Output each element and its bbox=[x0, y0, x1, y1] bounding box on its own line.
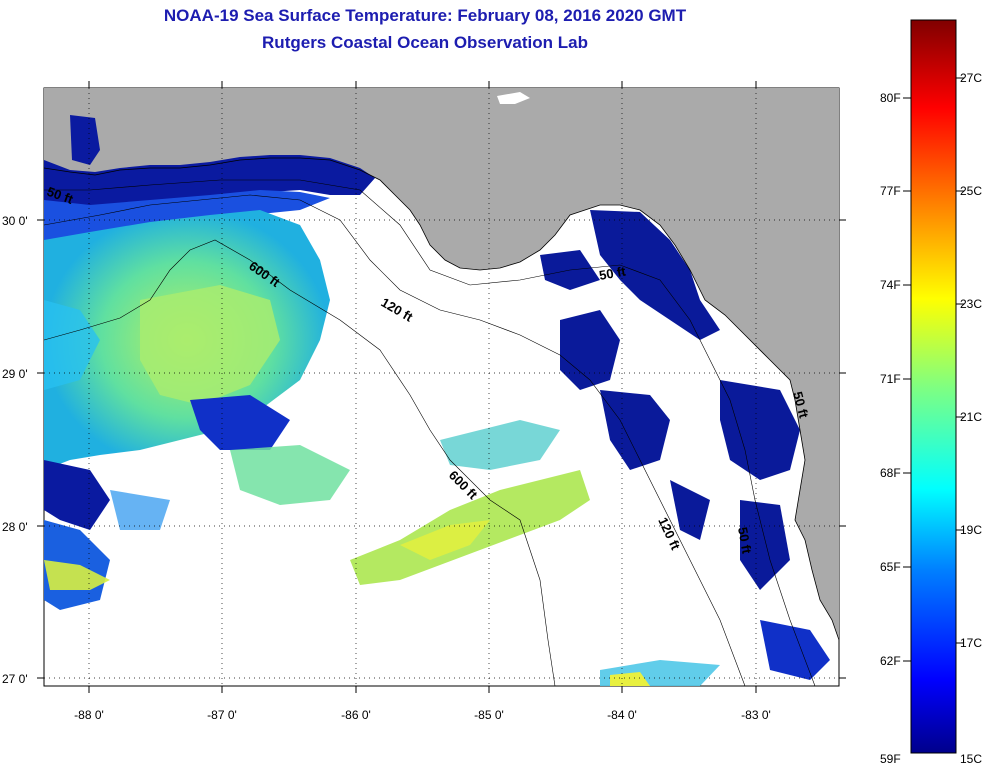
lat-label: 29 0' bbox=[2, 367, 28, 381]
colorbar-f-label: 77F bbox=[880, 184, 901, 198]
colorbar-f-label: 65F bbox=[880, 560, 901, 574]
contour-label: 50 ft bbox=[735, 526, 755, 556]
contour-50ft bbox=[44, 179, 816, 687]
contour-120ft bbox=[43, 194, 746, 687]
contour-label: 50 ft bbox=[790, 390, 812, 420]
colorbar-f-label: 71F bbox=[880, 372, 901, 386]
colorbar-c-label: 25C bbox=[960, 184, 982, 198]
colorbar-f-label: 59F bbox=[880, 752, 901, 766]
lat-label: 30 0' bbox=[2, 214, 28, 228]
lon-label: -88 0' bbox=[74, 708, 104, 722]
lon-label: -83 0' bbox=[741, 708, 771, 722]
lon-label: -85 0' bbox=[474, 708, 504, 722]
colorbar-c-label: 23C bbox=[960, 297, 982, 311]
colorbar-f-label: 80F bbox=[880, 91, 901, 105]
lon-label: -84 0' bbox=[607, 708, 637, 722]
contour-label: 50 ft bbox=[598, 263, 628, 283]
colorbar-c-label: 21C bbox=[960, 410, 982, 424]
map-title: NOAA-19 Sea Surface Temperature: Februar… bbox=[163, 6, 687, 25]
land-area bbox=[44, 88, 839, 640]
lon-label: -87 0' bbox=[207, 708, 237, 722]
colorbar-c-label: 27C bbox=[960, 71, 982, 85]
map-subtitle: Rutgers Coastal Ocean Observation Lab bbox=[262, 33, 588, 52]
lat-label: 28 0' bbox=[2, 520, 28, 534]
cold-water-east bbox=[590, 210, 720, 340]
lat-label: 27 0' bbox=[2, 672, 28, 686]
colorbar-c-label: 15C bbox=[960, 752, 982, 766]
lon-label: -86 0' bbox=[341, 708, 371, 722]
colorbar-f-label: 74F bbox=[880, 278, 901, 292]
contour-600ft-west bbox=[43, 239, 556, 687]
colorbar-c-label: 17C bbox=[960, 636, 982, 650]
colorbar-c-label: 19C bbox=[960, 523, 982, 537]
colorbar bbox=[910, 19, 957, 754]
colorbar-f-label: 68F bbox=[880, 466, 901, 480]
colorbar-f-label: 62F bbox=[880, 654, 901, 668]
